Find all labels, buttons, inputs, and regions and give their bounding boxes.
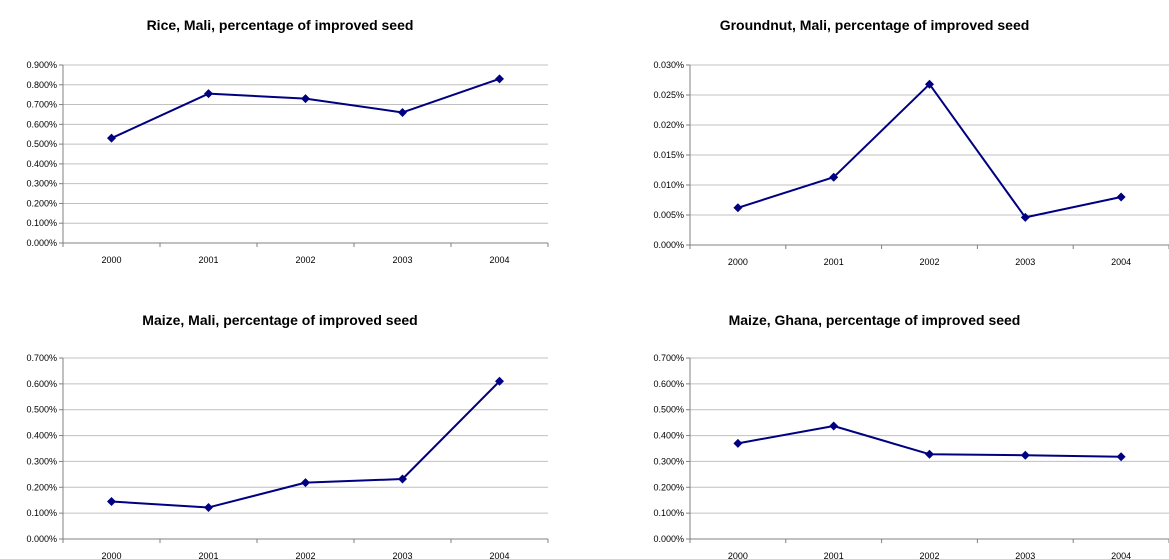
y-tick-label: 0.000% (653, 240, 684, 250)
data-point-marker (301, 94, 310, 104)
chart-title: Groundnut, Mali, percentage of improved … (719, 17, 1030, 33)
data-point-marker (733, 203, 743, 213)
y-tick-label: 0.000% (653, 534, 684, 544)
data-point-marker (1020, 212, 1030, 222)
data-point-marker (301, 478, 310, 488)
x-tick-label: 2001 (824, 551, 844, 559)
y-tick-label: 0.800% (26, 80, 57, 90)
chart-panel-maize-ghana: Maize, Ghana, percentage of improved see… (580, 300, 1169, 559)
series-line (111, 77, 500, 140)
y-tick-label: 0.600% (26, 379, 57, 389)
y-tick-label: 0.900% (26, 60, 57, 70)
x-tick-label: 2002 (295, 255, 315, 265)
y-tick-label: 0.300% (653, 456, 684, 466)
y-tick-label: 0.005% (653, 210, 684, 220)
y-tick-label: 0.100% (26, 508, 57, 518)
x-tick-label: 2002 (919, 551, 939, 559)
y-tick-label: 0.100% (653, 508, 684, 518)
x-tick-label: 2001 (824, 257, 844, 267)
x-tick-label: 2003 (1015, 257, 1035, 267)
data-point-marker (107, 133, 116, 143)
chart-title: Maize, Mali, percentage of improved seed (142, 312, 418, 328)
y-tick-label: 0.400% (26, 159, 57, 169)
y-tick-label: 0.500% (653, 405, 684, 415)
data-point-marker (925, 449, 934, 459)
x-tick-label: 2000 (728, 257, 748, 267)
y-tick-label: 0.500% (26, 139, 57, 149)
x-tick-label: 2003 (392, 551, 412, 559)
data-point-marker (1116, 452, 1126, 462)
data-point-marker (733, 438, 743, 448)
y-tick-label: 0.200% (26, 198, 57, 208)
y-tick-label: 0.400% (26, 431, 57, 441)
y-tick-label: 0.000% (26, 534, 57, 544)
y-tick-label: 0.300% (26, 456, 57, 466)
chart-svg-maize-ghana: 0.000% 0.100% 0.200% 0.300% 0.400% 0.500% 0.60… (653, 353, 1169, 559)
data-point-marker (829, 421, 839, 431)
data-point-marker (204, 502, 213, 512)
y-tick-label: 0.300% (26, 179, 57, 189)
chart-svg-maize-mali: 0.000% 0.100% 0.200% 0.300% 0.400% 0.500% 0.60… (26, 353, 549, 559)
chart-svg-groundnut-mali: 0.000% 0.005% 0.010% 0.015% 0.020% 0.025% 0.03… (653, 60, 1169, 267)
y-tick-label: 0.000% (26, 238, 57, 248)
data-point-marker (829, 172, 839, 182)
y-tick-label: 0.700% (653, 353, 684, 363)
x-tick-label: 2004 (1111, 551, 1131, 559)
chart-panel-groundnut-mali: Groundnut, Mali, percentage of improved … (580, 0, 1169, 280)
y-tick-label: 0.700% (26, 353, 57, 363)
y-tick-label: 0.100% (26, 218, 57, 228)
data-point-marker (1116, 192, 1126, 202)
chart-title: Rice, Mali, percentage of improved seed (146, 17, 414, 33)
x-tick-label: 2002 (295, 551, 315, 559)
chart-panel-rice-mali: Rice, Mali, percentage of improved seed … (0, 0, 560, 280)
y-tick-label: 0.030% (653, 60, 684, 70)
y-tick-label: 0.020% (653, 120, 684, 130)
chart-svg-rice-mali: 0.000% 0.100% 0.200% 0.300% 0.400% 0.500% 0.60… (26, 60, 549, 265)
x-tick-label: 2000 (728, 551, 748, 559)
data-point-marker (107, 497, 116, 507)
data-point-marker (495, 74, 504, 84)
series-line (111, 380, 501, 509)
x-tick-label: 2001 (198, 255, 218, 265)
data-point-marker (1020, 450, 1030, 460)
x-tick-label: 2000 (101, 255, 121, 265)
data-point-marker (398, 107, 407, 117)
series-line (737, 83, 1122, 219)
data-point-marker (204, 89, 213, 99)
x-tick-label: 2002 (919, 257, 939, 267)
x-tick-label: 2004 (1111, 257, 1131, 267)
x-tick-label: 2004 (489, 551, 509, 559)
y-tick-label: 0.600% (26, 119, 57, 129)
x-tick-label: 2003 (392, 255, 412, 265)
data-point-marker (495, 376, 504, 386)
data-point-marker (925, 79, 934, 89)
y-tick-label: 0.200% (26, 482, 57, 492)
chart-panel-maize-mali: Maize, Mali, percentage of improved seed… (0, 300, 560, 559)
y-tick-label: 0.025% (653, 90, 684, 100)
x-tick-label: 2003 (1015, 551, 1035, 559)
chart-title: Maize, Ghana, percentage of improved see… (728, 312, 1021, 328)
y-tick-label: 0.500% (26, 405, 57, 415)
y-tick-label: 0.400% (653, 431, 684, 441)
data-point-marker (398, 474, 407, 484)
y-tick-label: 0.010% (653, 180, 684, 190)
y-tick-label: 0.015% (653, 150, 684, 160)
x-tick-label: 2001 (198, 551, 218, 559)
y-tick-label: 0.600% (653, 379, 684, 389)
x-tick-label: 2000 (101, 551, 121, 559)
y-tick-label: 0.700% (26, 100, 57, 110)
y-tick-label: 0.200% (653, 482, 684, 492)
x-tick-label: 2004 (489, 255, 509, 265)
